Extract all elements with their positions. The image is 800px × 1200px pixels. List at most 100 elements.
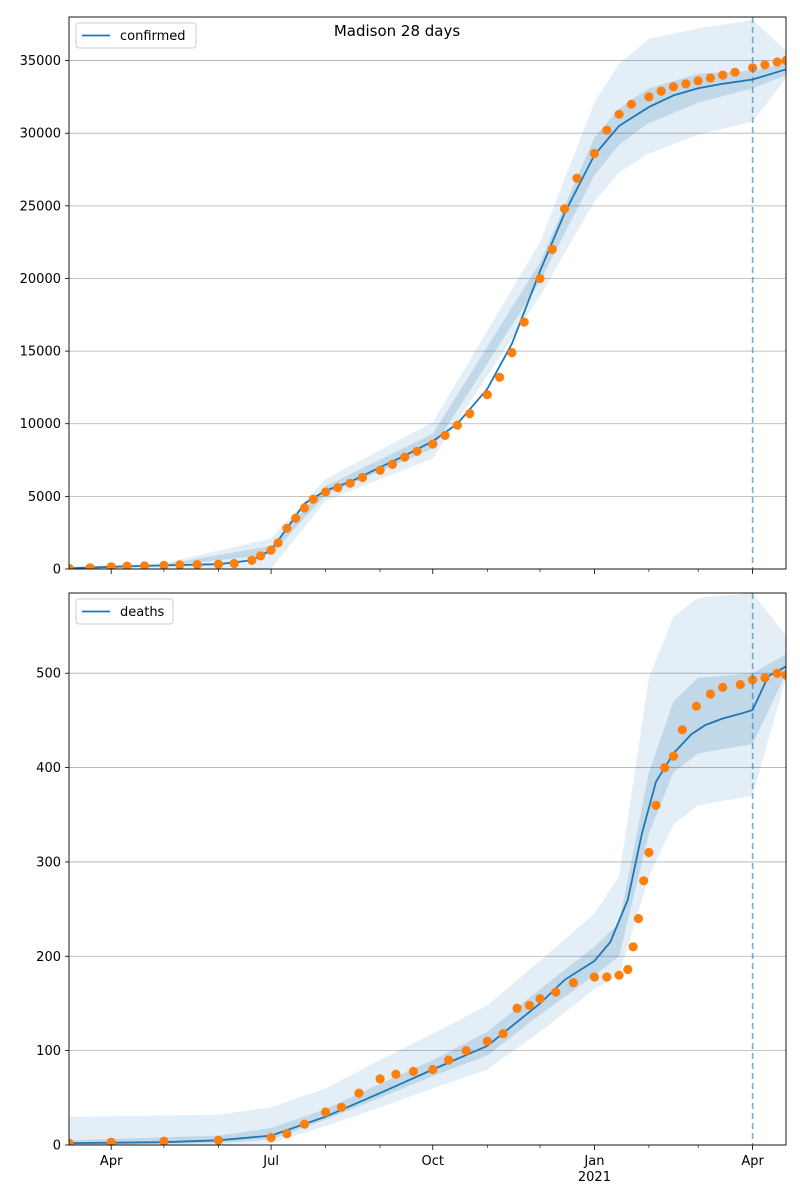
observed-point: [512, 1003, 522, 1013]
observed-point: [69, 563, 74, 569]
observed-point: [140, 561, 150, 569]
observed-point: [461, 1046, 471, 1056]
observed-point: [781, 670, 786, 680]
observed-point: [718, 682, 728, 693]
observed-point: [568, 978, 579, 988]
observed-point: [273, 538, 283, 548]
observed-point: [691, 701, 702, 711]
y-tick-label: 100: [36, 1044, 61, 1059]
observed-point: [772, 57, 782, 67]
observed-point: [748, 675, 758, 685]
observed-point: [440, 430, 450, 440]
plot-area: [69, 19, 786, 569]
observed-point: [572, 173, 582, 183]
observed-point: [400, 452, 410, 462]
observed-point: [705, 689, 716, 699]
observed-point: [693, 76, 703, 86]
observed-point: [644, 92, 654, 102]
band-outer: [69, 19, 786, 569]
observed-point: [639, 876, 649, 886]
legend-box: [75, 22, 197, 49]
observed-point: [560, 204, 570, 214]
y-tick-label: 15000: [20, 345, 61, 360]
observed-point: [282, 1129, 292, 1139]
observed-point: [519, 317, 529, 327]
observed-point: [524, 1000, 535, 1010]
observed-point: [668, 82, 679, 92]
observed-point: [299, 1119, 310, 1129]
observed-point: [299, 503, 310, 513]
legend-box: [75, 598, 174, 625]
observed-point: [507, 348, 517, 358]
observed-point: [589, 148, 600, 159]
observed-point: [589, 972, 600, 982]
x-tick-label: Jan: [583, 1154, 604, 1169]
observed-point: [626, 99, 637, 109]
y-tick-label: 5000: [28, 490, 61, 505]
observed-point: [336, 1102, 346, 1112]
observed-point: [375, 1074, 385, 1084]
observed-point: [69, 1138, 74, 1145]
observed-point: [444, 1055, 454, 1065]
y-tick-label: 300: [36, 855, 61, 870]
observed-point: [677, 725, 687, 735]
observed-point: [633, 913, 644, 924]
observed-point: [354, 1088, 364, 1098]
x-tick-label: Oct: [422, 1154, 444, 1169]
x-tick-label: Apr: [100, 1154, 123, 1169]
observed-point: [333, 483, 343, 493]
y-tick-label: 0: [53, 563, 61, 578]
observed-point: [495, 372, 505, 382]
x-tick-label: Apr: [741, 1154, 764, 1169]
axes-frame: [68, 592, 787, 1146]
observed-point: [408, 1066, 418, 1076]
observed-point: [644, 847, 654, 858]
observed-point: [106, 1137, 116, 1145]
observed-point: [175, 560, 185, 569]
observed-point: [781, 56, 786, 66]
observed-point: [266, 1132, 276, 1143]
observed-point: [681, 79, 691, 89]
suptitle: Madison 28 days: [334, 22, 461, 40]
observed-point: [730, 67, 740, 77]
observed-point: [628, 942, 638, 952]
y-tick-label: 500: [36, 667, 61, 682]
observed-point: [614, 970, 624, 980]
observed-point: [321, 1107, 331, 1117]
observed-point: [452, 420, 462, 430]
observed-point: [192, 560, 202, 569]
observed-point: [247, 555, 257, 565]
observed-point: [412, 446, 422, 456]
y-tick-label: 30000: [20, 127, 61, 142]
y-tick-label: 20000: [20, 272, 61, 287]
observed-point: [482, 1036, 492, 1046]
observed-point: [602, 125, 612, 135]
y-tick-label: 10000: [20, 417, 61, 432]
confirmed-axes: 0 5000 10000 15000 20000 25000 30000 35000 confi…: [20, 16, 787, 578]
x-tick-label: 2021: [578, 1170, 611, 1185]
band-outer: [69, 593, 786, 1145]
observed-point: [668, 751, 679, 761]
observed-point: [106, 562, 116, 569]
observed-point: [291, 513, 301, 523]
axes-frame: [68, 16, 787, 570]
observed-point: [535, 273, 545, 284]
observed-point: [159, 560, 169, 569]
y-tick-label: 0: [53, 1139, 61, 1154]
observed-point: [482, 390, 492, 400]
model-line: [69, 68, 786, 569]
observed-point: [375, 465, 385, 475]
observed-point: [391, 1069, 401, 1079]
x-tick-label: Jul: [262, 1154, 279, 1169]
observed-point: [660, 763, 670, 773]
band-inner: [69, 654, 786, 1145]
legend-label: deaths: [120, 605, 165, 620]
legend-label: confirmed: [120, 29, 186, 44]
observed-point: [229, 558, 239, 569]
y-tick-label: 400: [36, 761, 61, 776]
observed-point: [735, 679, 745, 690]
observed-point: [256, 551, 266, 561]
observed-point: [535, 994, 545, 1004]
y-tick-label: 200: [36, 950, 61, 965]
